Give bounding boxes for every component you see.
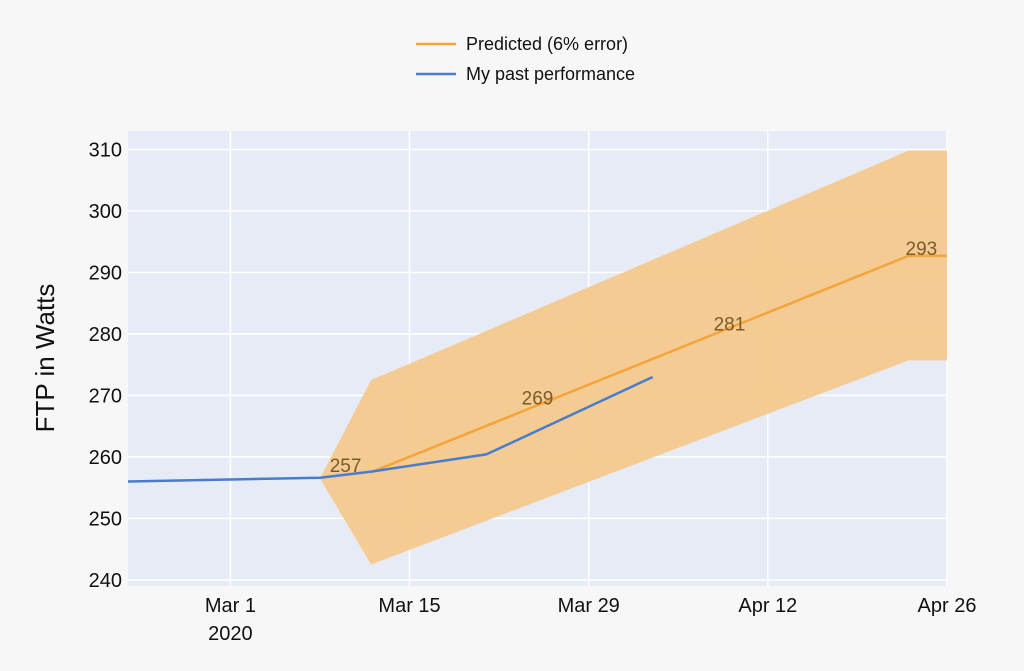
data-label: 293 bbox=[906, 239, 938, 260]
y-tick-label: 240 bbox=[89, 570, 122, 592]
x-tick-labels: Mar 1 2020 Mar 15 Mar 29 Apr 12 Apr 26 bbox=[205, 595, 977, 645]
series-line-1 bbox=[127, 375, 654, 483]
legend-label-1: My past performance bbox=[466, 64, 635, 84]
data-label: 281 bbox=[714, 315, 746, 336]
data-label: 257 bbox=[330, 456, 362, 477]
series-lines bbox=[127, 254, 947, 483]
x-tick-label: Apr 12 bbox=[738, 595, 797, 617]
y-tick-label: 260 bbox=[89, 447, 122, 469]
legend: Predicted (6% error) My past performance bbox=[416, 34, 635, 84]
series-line-0 bbox=[370, 254, 947, 474]
data-label: 269 bbox=[522, 388, 554, 409]
y-axis-title: FTP in Watts bbox=[30, 284, 60, 433]
x-tick-label: Mar 29 bbox=[558, 595, 620, 617]
data-labels: 257 269 281 293 bbox=[330, 239, 938, 477]
x-tick-label: Apr 26 bbox=[918, 595, 977, 617]
y-tick-label: 280 bbox=[89, 324, 122, 346]
y-tick-label: 300 bbox=[89, 201, 122, 223]
y-tick-labels: 240 250 260 270 280 290 300 310 bbox=[89, 139, 122, 591]
y-tick-label: 250 bbox=[89, 508, 122, 530]
x-tick-label: Mar 1 bbox=[205, 595, 256, 617]
legend-label-0: Predicted (6% error) bbox=[466, 34, 628, 54]
error-band-layer bbox=[319, 150, 947, 565]
y-tick-label: 290 bbox=[89, 262, 122, 284]
y-tick-label: 270 bbox=[89, 385, 122, 407]
x-tick-label: Mar 15 bbox=[378, 595, 440, 617]
x-tick-sublabel: 2020 bbox=[208, 623, 253, 645]
prediction-error-band bbox=[319, 150, 947, 565]
y-tick-label: 310 bbox=[89, 139, 122, 161]
